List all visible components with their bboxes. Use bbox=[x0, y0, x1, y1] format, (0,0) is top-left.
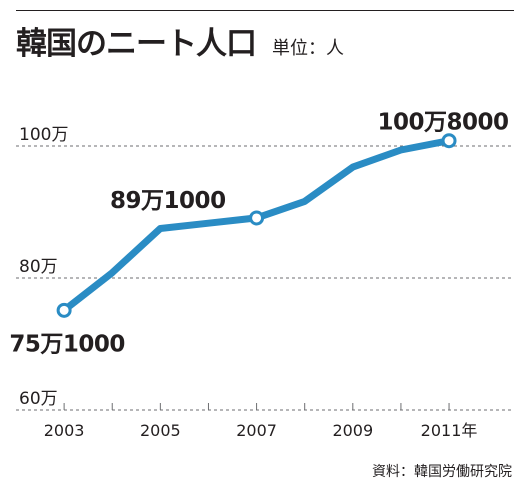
y-tick-label-0: 60万 bbox=[19, 389, 58, 409]
y-tick-label-1: 80万 bbox=[19, 257, 58, 277]
title-row: 韓国のニート人口 単位：人 bbox=[16, 18, 344, 63]
series-line bbox=[60, 137, 453, 314]
data-point-marker-1 bbox=[249, 210, 265, 226]
data-label-1: 89万1000 bbox=[110, 188, 226, 214]
top-rule bbox=[16, 10, 514, 11]
data-label-2: 100万8000 bbox=[378, 110, 509, 136]
source-note: 資料：韓国労働研究院 bbox=[372, 464, 512, 480]
data-label-0: 75万1000 bbox=[9, 331, 125, 357]
y-tick-label-2: 100万 bbox=[19, 125, 68, 145]
x-tick-label-0: 2003 bbox=[44, 421, 85, 440]
x-tick-label-1: 2005 bbox=[140, 421, 181, 440]
x-tick-label-4: 2011年 bbox=[421, 421, 478, 440]
chart-title: 韓国のニート人口 bbox=[16, 26, 257, 62]
x-tick-label-2: 2007 bbox=[236, 421, 277, 440]
unit-label: 単位：人 bbox=[272, 38, 344, 59]
data-point-marker-2 bbox=[441, 133, 457, 149]
x-tick-label-3: 2009 bbox=[332, 421, 373, 440]
data-point-marker-0 bbox=[56, 302, 72, 318]
